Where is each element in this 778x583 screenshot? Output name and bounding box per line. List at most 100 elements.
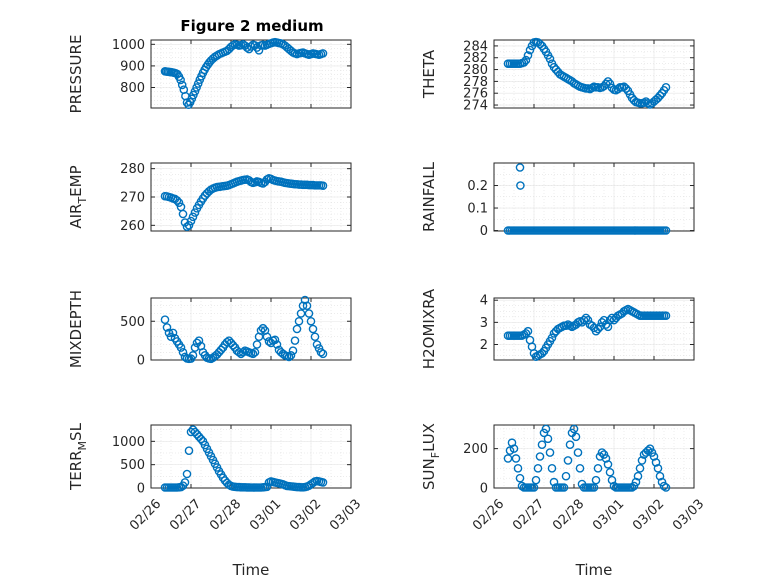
- data-point: [178, 209, 188, 219]
- axes-box: [150, 297, 352, 361]
- xlabel-right: Time: [575, 561, 613, 579]
- data-point: [575, 464, 585, 473]
- data-point: [627, 483, 637, 492]
- data-point: [246, 42, 256, 51]
- data-point: [318, 49, 328, 58]
- data-point: [262, 332, 272, 342]
- data-point: [601, 79, 611, 89]
- data-point: [549, 477, 559, 487]
- data-point: [609, 481, 619, 491]
- y-tick-label: 0: [480, 482, 488, 497]
- data-point: [284, 352, 294, 362]
- x-tick-label: 02/27: [510, 497, 547, 534]
- data-point: [302, 301, 312, 311]
- data-point: [559, 483, 569, 492]
- data-point: [234, 347, 244, 357]
- data-point: [228, 340, 238, 350]
- data-point: [192, 83, 201, 92]
- y-tick-label: 0: [137, 354, 145, 369]
- y-tick-label: 3: [480, 316, 488, 331]
- data-point: [270, 335, 280, 345]
- y-tick-label: 282: [463, 51, 488, 66]
- data-point: [160, 315, 170, 325]
- subplot-mixdepth: 0 500 MIXDEPTH: [67, 290, 352, 369]
- data-point: [649, 452, 659, 461]
- y-axis-label-rest: LUX: [420, 423, 438, 452]
- data-point: [547, 464, 557, 473]
- x-tick-label: 03/01: [247, 497, 284, 534]
- data-point: [180, 352, 190, 362]
- y-tick-label: 800: [120, 81, 145, 96]
- data-point: [509, 444, 519, 453]
- data-point: [563, 456, 573, 465]
- y-axis-label-subscript: M: [76, 441, 89, 451]
- data-point: [176, 75, 185, 85]
- data-point: [180, 478, 190, 487]
- data-point: [186, 216, 196, 226]
- data-point: [184, 221, 194, 230]
- y-axis-label: THETA: [420, 49, 438, 99]
- data-point: [651, 458, 661, 467]
- data-point: [583, 315, 593, 325]
- data-point: [605, 467, 615, 477]
- data-point: [513, 464, 523, 473]
- x-tick-label: 03/03: [327, 497, 364, 534]
- data-point: [537, 349, 547, 358]
- x-tick-label: 03/01: [590, 497, 627, 534]
- y-tick-label: 4: [480, 294, 488, 309]
- x-tick-label: 03/03: [670, 497, 707, 534]
- data-point: [659, 481, 669, 491]
- y-tick-label: 0: [480, 224, 488, 239]
- data-point: [661, 83, 671, 92]
- y-axis-label: AIRTEMP: [67, 165, 89, 228]
- data-point: [262, 482, 272, 492]
- data-point: [174, 198, 184, 207]
- y-axis-label-main: THETA: [420, 49, 438, 99]
- data-point: [655, 91, 665, 100]
- data-point: [535, 452, 545, 461]
- data-point: [569, 424, 579, 434]
- data-point: [190, 87, 200, 96]
- data-point: [655, 471, 665, 481]
- data-point: [194, 336, 204, 345]
- y-axis-label-main: AIR: [67, 204, 85, 229]
- y-axis-label-main: RAINFALL: [420, 161, 438, 232]
- data-point: [521, 329, 531, 338]
- y-tick-label: 1000: [112, 435, 145, 450]
- subplot-rainfall: 0 0.1 0.2 RAINFALL: [420, 161, 695, 239]
- data-point: [304, 309, 314, 318]
- data-point: [254, 46, 264, 55]
- data-point: [515, 163, 525, 172]
- y-axis-label-main: H2OMIXRA: [420, 288, 438, 369]
- data-point: [507, 438, 517, 448]
- y-tick-label: 500: [120, 458, 145, 473]
- data-point: [541, 424, 551, 434]
- data-point: [605, 79, 615, 89]
- data-point: [643, 446, 653, 455]
- data-point: [573, 448, 583, 457]
- data-point: [168, 328, 178, 338]
- data-point: [248, 349, 258, 359]
- data-point: [286, 351, 296, 360]
- data-point: [603, 77, 613, 86]
- subplot-pressure: 800 900 1000 PRESSURE: [67, 35, 352, 113]
- data-point: [631, 477, 641, 487]
- data-point: [190, 208, 200, 217]
- y-tick-label: 900: [120, 59, 145, 74]
- subplot-terr-msl: 0 500 1000 02/26 02/27 02/28 03/01 03/02 03/03 TE…: [67, 422, 364, 533]
- data-point: [531, 475, 541, 485]
- data-point: [308, 478, 318, 488]
- data-point: [300, 295, 310, 305]
- y-tick-label: 276: [463, 87, 488, 102]
- y-tick-label: 278: [463, 75, 488, 90]
- data-point: [581, 313, 591, 323]
- y-tick-label: 0.2: [467, 179, 488, 194]
- figure-title: Figure 2 medium: [180, 17, 323, 35]
- x-tick-label: 02/28: [207, 497, 244, 534]
- data-point: [184, 446, 194, 455]
- data-point: [238, 347, 248, 357]
- y-axis-label: MIXDEPTH: [67, 290, 85, 368]
- y-axis-label: H2OMIXRA: [420, 288, 438, 369]
- data-point: [190, 343, 200, 352]
